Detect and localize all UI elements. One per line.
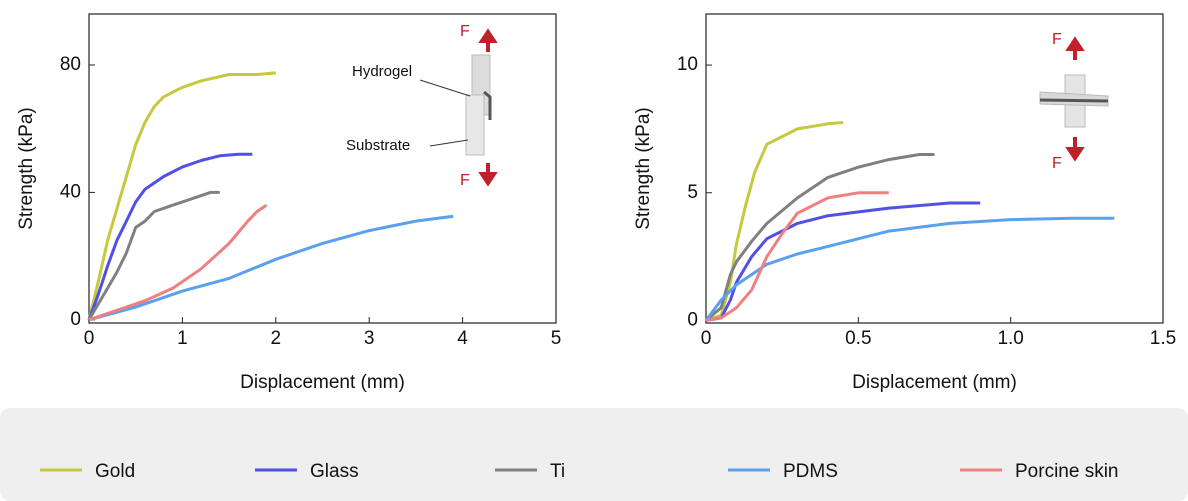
x-tick-label: 0 [701,328,712,349]
x-tick-label: 3 [364,328,375,349]
x-axis-label: Displacement (mm) [852,372,1017,393]
y-tick-label: 0 [70,309,81,330]
inset-left [419,28,498,187]
legend-label: Glass [310,461,359,482]
x-tick-label: 4 [457,328,468,349]
data-line [87,190,220,321]
annotation: F [460,23,470,40]
legend-label: Porcine skin [1015,461,1119,482]
inset-right [1039,36,1109,162]
data-line [705,201,981,322]
y-tick-label: 40 [60,181,81,202]
x-tick-label: 1 [177,328,188,349]
x-tick-label: 5 [551,328,562,349]
x-tick-label: 0.5 [845,328,871,349]
data-line [704,216,1115,322]
annotation: F [1052,155,1062,172]
legend-label: Gold [95,461,135,482]
x-tick-label: 0 [84,328,95,349]
data-line [87,152,253,321]
legend-box [0,408,1188,501]
y-tick-label: 5 [687,182,698,203]
y-axis-label: Strength (kPa) [16,107,37,230]
plot-frame [705,13,1164,324]
annotation: F [1052,31,1062,48]
data-line [705,153,935,322]
data-line [87,71,276,321]
y-axis-label: Strength (kPa) [633,107,654,230]
x-tick-label: 1.5 [1150,328,1176,349]
x-axis-label: Displacement (mm) [240,372,405,393]
data-line [88,214,454,322]
legend-label: PDMS [783,461,838,482]
annotation: Hydrogel [352,63,412,80]
x-tick-label: 2 [271,328,282,349]
plot-frame [88,13,557,324]
y-tick-label: 0 [687,309,698,330]
y-tick-label: 80 [60,54,81,75]
x-tick-label: 1.0 [997,328,1023,349]
annotation: F [460,172,470,189]
annotation: Substrate [346,137,410,154]
legend-label: Ti [550,461,565,482]
y-tick-label: 10 [677,54,698,75]
data-line [88,203,268,322]
data-line [705,191,889,322]
